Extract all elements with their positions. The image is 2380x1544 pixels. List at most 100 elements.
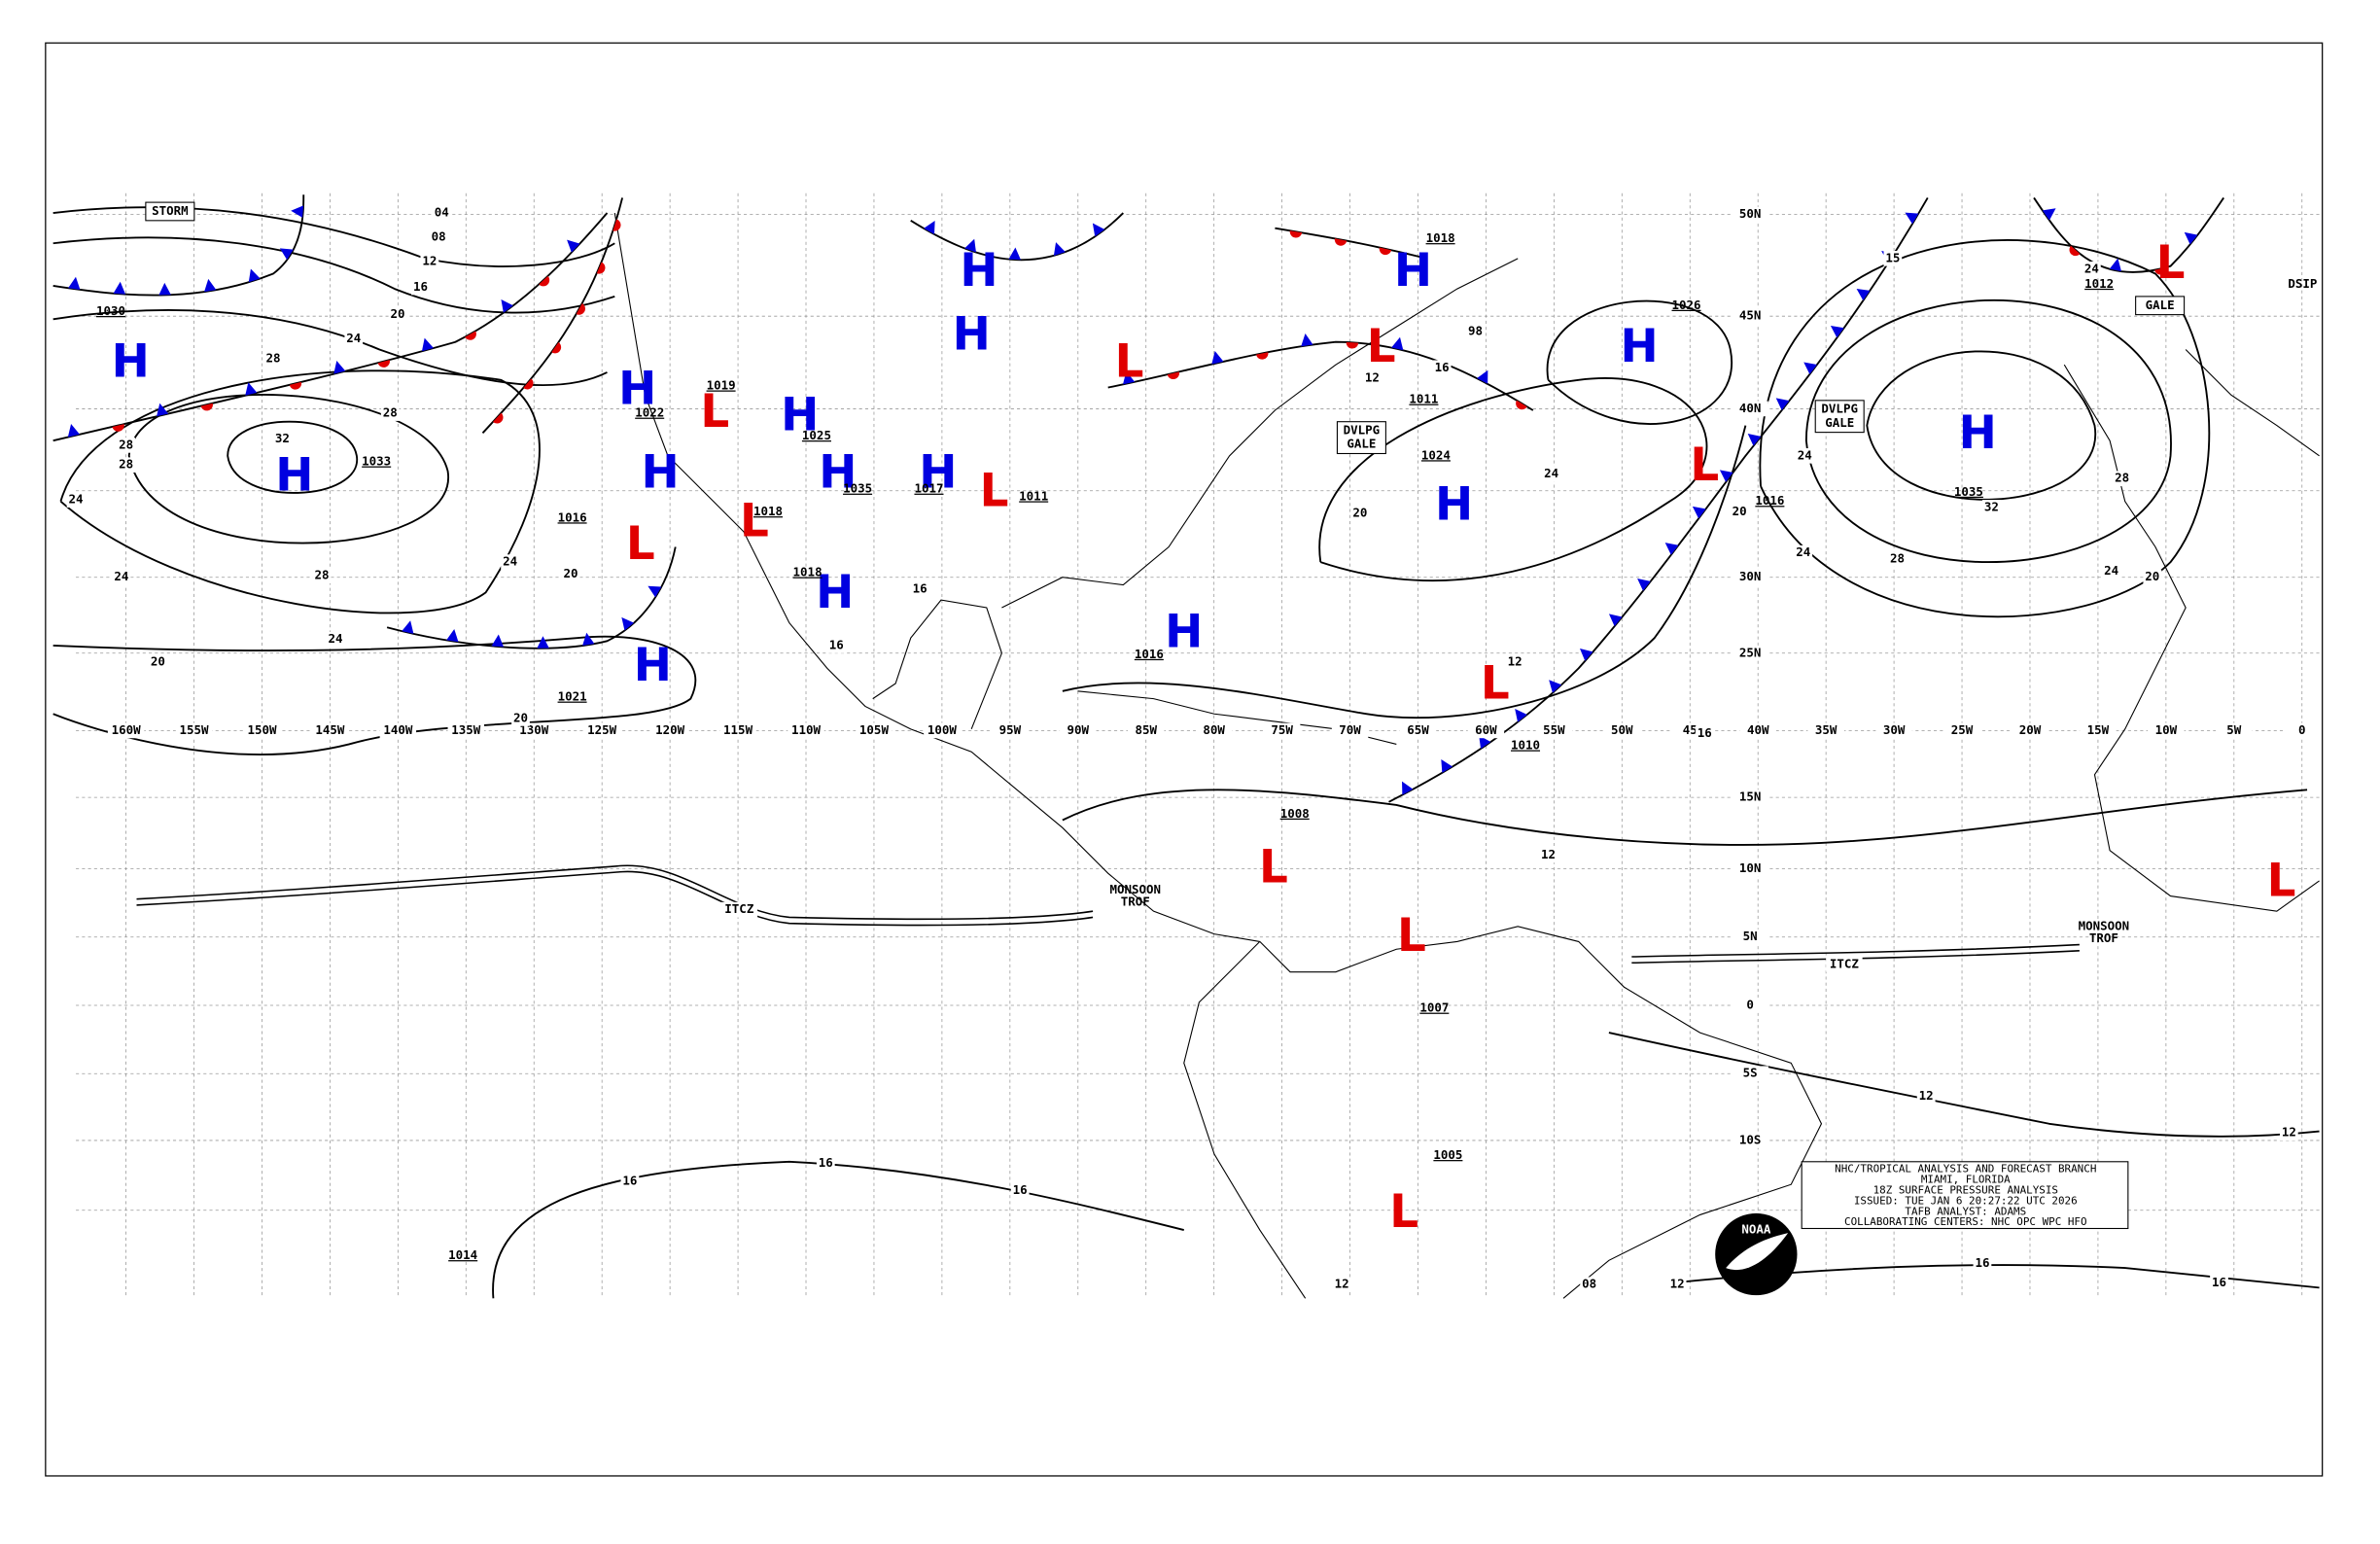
lon-label: 155W <box>180 722 210 737</box>
warm-front-symbol <box>596 262 606 274</box>
central-pressure: 1008 <box>1280 806 1310 821</box>
lat-label: 5S <box>1743 1066 1758 1080</box>
coastlines <box>613 212 2320 1299</box>
isobar-label-bg <box>2113 471 2131 487</box>
isobar-label-bg <box>429 229 448 245</box>
semicircle <box>1256 352 1269 360</box>
central-pressure: 1010 <box>1511 738 1540 753</box>
trough-label: TROF <box>1121 894 1150 908</box>
lon-label-box <box>515 722 552 739</box>
boxed-label: GALE <box>1825 415 1854 430</box>
isobar-label: 16 <box>2212 1275 2226 1289</box>
boxed-label: DVLPG <box>1344 423 1381 438</box>
isobar-label: 28 <box>119 437 133 451</box>
isobar-label-bg <box>2082 261 2101 277</box>
isobar-label-bg <box>816 1155 835 1172</box>
warm-front-symbol <box>377 360 390 368</box>
triangle <box>1719 470 1733 482</box>
isobar-label-bg <box>1580 1277 1598 1293</box>
central-pressure: 1017 <box>914 481 943 496</box>
lon-label: 0 <box>2298 722 2306 737</box>
high-center: H <box>816 567 854 619</box>
lon-label-box <box>2080 722 2117 739</box>
info-line: 18Z SURFACE PRESSURE ANALYSIS <box>1873 1183 2058 1196</box>
lon-label: 160W <box>112 722 142 737</box>
lat-label-box <box>1732 998 1768 1013</box>
isobar-label-bg <box>1888 551 1907 567</box>
isobar-label-bg <box>380 405 400 421</box>
triangle <box>1905 212 1919 225</box>
itcz-label: ITCZ <box>724 901 754 916</box>
cold-front-symbol <box>1092 223 1105 237</box>
lon-label-box <box>1807 722 1844 739</box>
lat-label-box <box>1732 1066 1768 1082</box>
central-pressure: 1016 <box>1755 493 1784 508</box>
cold-front-symbol <box>491 634 505 648</box>
lon-label: 145W <box>315 722 345 737</box>
cold-front-symbol <box>1479 735 1491 750</box>
triangle <box>491 634 505 648</box>
isobar-label-bg <box>826 638 846 653</box>
label-box <box>1336 421 1386 455</box>
lon-label-box <box>856 722 892 739</box>
triangle <box>924 221 935 234</box>
low-center: L <box>626 518 655 571</box>
isobar-label-bg <box>66 492 86 508</box>
lon-label-box <box>1535 722 1573 739</box>
isobar-label-bg <box>420 254 439 269</box>
low-center: L <box>2156 237 2186 290</box>
low-center: L <box>1259 842 1288 895</box>
triangle <box>1441 758 1453 773</box>
central-pressure: 1026 <box>1672 298 1701 312</box>
isobar-label-bg <box>117 438 135 453</box>
triangle <box>1692 506 1706 519</box>
isobar-label-bg <box>2279 1125 2298 1140</box>
lon-label: 55W <box>1543 722 1565 737</box>
isobar-label-bg <box>1795 448 1814 464</box>
warm-front-symbol <box>1256 352 1269 360</box>
triangle <box>158 282 171 296</box>
triangle <box>1747 433 1762 446</box>
lon-label: 140W <box>383 722 413 737</box>
semicircle <box>1167 371 1179 380</box>
warm-front-symbol <box>551 342 562 354</box>
triangle <box>648 585 662 598</box>
triangle <box>333 361 346 374</box>
cold-front-symbol <box>621 616 635 631</box>
triangle <box>1637 579 1651 591</box>
cold-front-symbol <box>1402 781 1414 795</box>
triangle <box>248 268 261 283</box>
lat-label: 15N <box>1739 790 1762 804</box>
low-center: L <box>980 465 1009 517</box>
triangle <box>1301 333 1313 347</box>
isobar-label: 24 <box>346 331 361 345</box>
isobar-label: 16 <box>829 637 844 651</box>
semicircle <box>539 275 550 287</box>
warm-front-symbol <box>612 219 621 231</box>
triangle <box>1803 362 1817 374</box>
cold-front-symbol <box>1692 506 1706 519</box>
isobar-label-bg <box>411 279 430 296</box>
warm-front-symbol <box>112 424 124 432</box>
cold-front-symbol <box>567 239 580 253</box>
lon-label: 80W <box>1203 722 1225 737</box>
lon-label-box <box>1331 722 1369 739</box>
lat-label-box <box>1732 569 1768 585</box>
lon-label-box <box>1195 722 1233 739</box>
isobar-label: 12 <box>1508 654 1522 669</box>
low-center: L <box>700 386 729 439</box>
central-pressure: 1033 <box>362 454 391 469</box>
isobar-label: 12 <box>2282 1125 2296 1140</box>
lat-label: 10S <box>1739 1132 1762 1146</box>
lon-label-box <box>1060 722 1097 739</box>
isobar-label: 24 <box>1798 447 1812 462</box>
lon-label-box <box>1943 722 1980 739</box>
triangle <box>67 424 81 438</box>
isobar-label-bg <box>2143 569 2162 585</box>
cold-front-symbol <box>1719 470 1733 482</box>
isobar-label-bg <box>1667 1277 1687 1293</box>
lat-label: 25N <box>1739 645 1762 659</box>
isobar-label-bg <box>501 554 519 570</box>
cold-front-symbol <box>1053 242 1066 256</box>
isobar-label-bg <box>620 1174 640 1189</box>
